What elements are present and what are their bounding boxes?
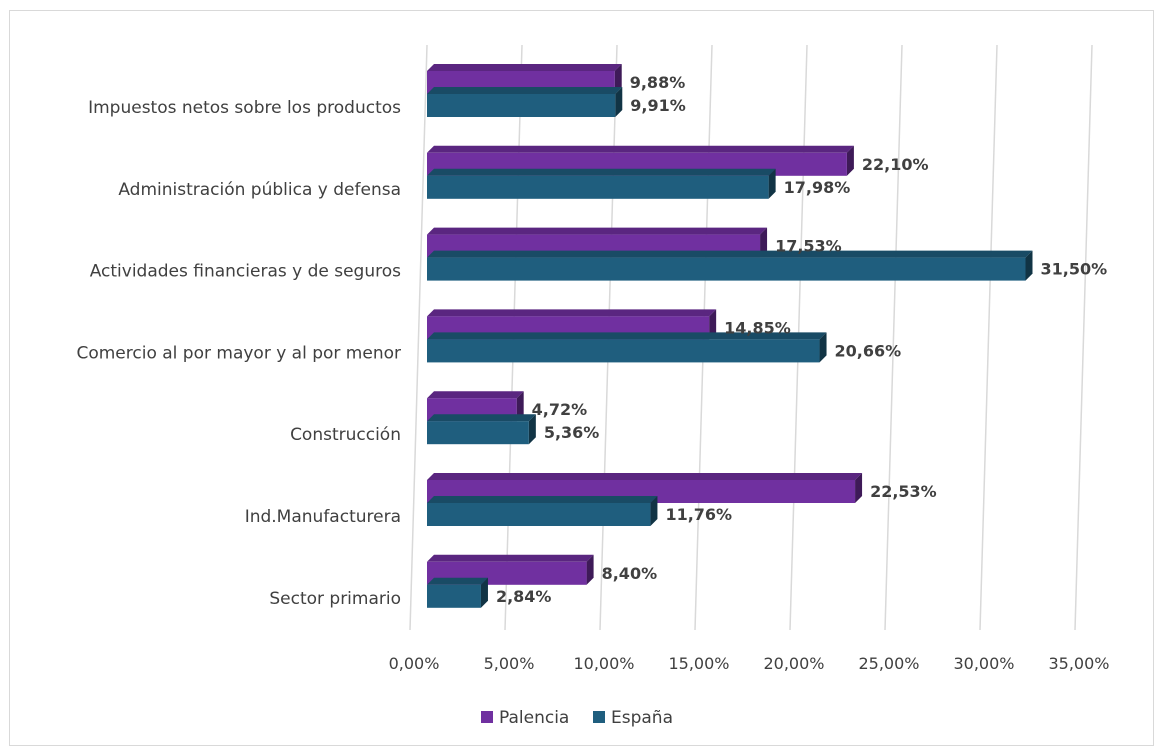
x-tick-label: 35,00% [1048,654,1109,673]
legend-label: Palencia [499,708,569,728]
legend-swatch [593,711,605,723]
bar-espana [427,168,776,199]
data-label-espana: 17,98% [784,178,851,197]
x-tick-label: 30,00% [953,654,1014,673]
bars [427,64,1033,608]
x-tick-label: 25,00% [858,654,919,673]
category-label: Ind.Manufacturera [245,507,401,527]
x-tick-label: 20,00% [763,654,824,673]
bar-espana [427,87,623,117]
category-label: Sector primario [269,589,401,609]
bar-espana [427,332,827,363]
legend-item-palencia: Palencia [481,708,569,728]
category-label: Impuestos netos sobre los productos [88,98,401,118]
x-tick-label: 5,00% [484,654,535,673]
x-tick-labels: 0,00% 5,00% 10,00% 15,00% 20,00% 25,00% 30,00%… [389,654,1110,673]
x-tick-label: 0,00% [389,654,440,673]
data-label-espana: 5,36% [544,423,600,442]
x-tick-label: 15,00% [668,654,729,673]
legend-item-espana: España [593,708,673,728]
data-label-espana: 9,91% [630,96,686,115]
data-label-espana: 2,84% [496,587,552,606]
data-label-palencia: 22,10% [862,155,929,174]
gridline [884,44,903,631]
data-label-espana: 11,76% [665,505,732,524]
data-label-palencia: 22,53% [870,482,937,501]
data-label-espana: 20,66% [835,341,902,360]
legend-swatch [481,711,493,723]
legend: Palencia España [481,708,673,728]
data-label-palencia: 14,85% [724,318,791,337]
bar-espana [427,496,658,526]
legend-label: España [611,708,673,728]
gridline [409,44,428,631]
bar-espana [427,414,536,445]
data-label-palencia: 17,53% [775,237,842,256]
category-label: Administración pública y defensa [118,180,401,200]
gridline [1074,44,1093,631]
data-labels: 9,88% 9,91% 22,10% 17,98% 17,53% 31,50% 14,85%… [496,73,1107,606]
data-label-palencia: 8,40% [602,564,658,583]
gridline [979,44,998,631]
data-label-palencia: 4,72% [532,400,588,419]
x-tick-label: 10,00% [573,654,634,673]
data-label-espana: 31,50% [1041,260,1108,279]
bar-espana [427,250,1033,281]
category-labels: Impuestos netos sobre los productos Admin… [76,98,401,609]
category-label: Actividades financieras y de seguros [90,262,401,282]
category-label: Construcción [290,425,401,445]
data-label-palencia: 9,88% [630,73,686,92]
chart-frame [9,10,1154,746]
bar-espana [427,577,488,608]
category-label: Comercio al por mayor y al por menor [76,343,401,363]
